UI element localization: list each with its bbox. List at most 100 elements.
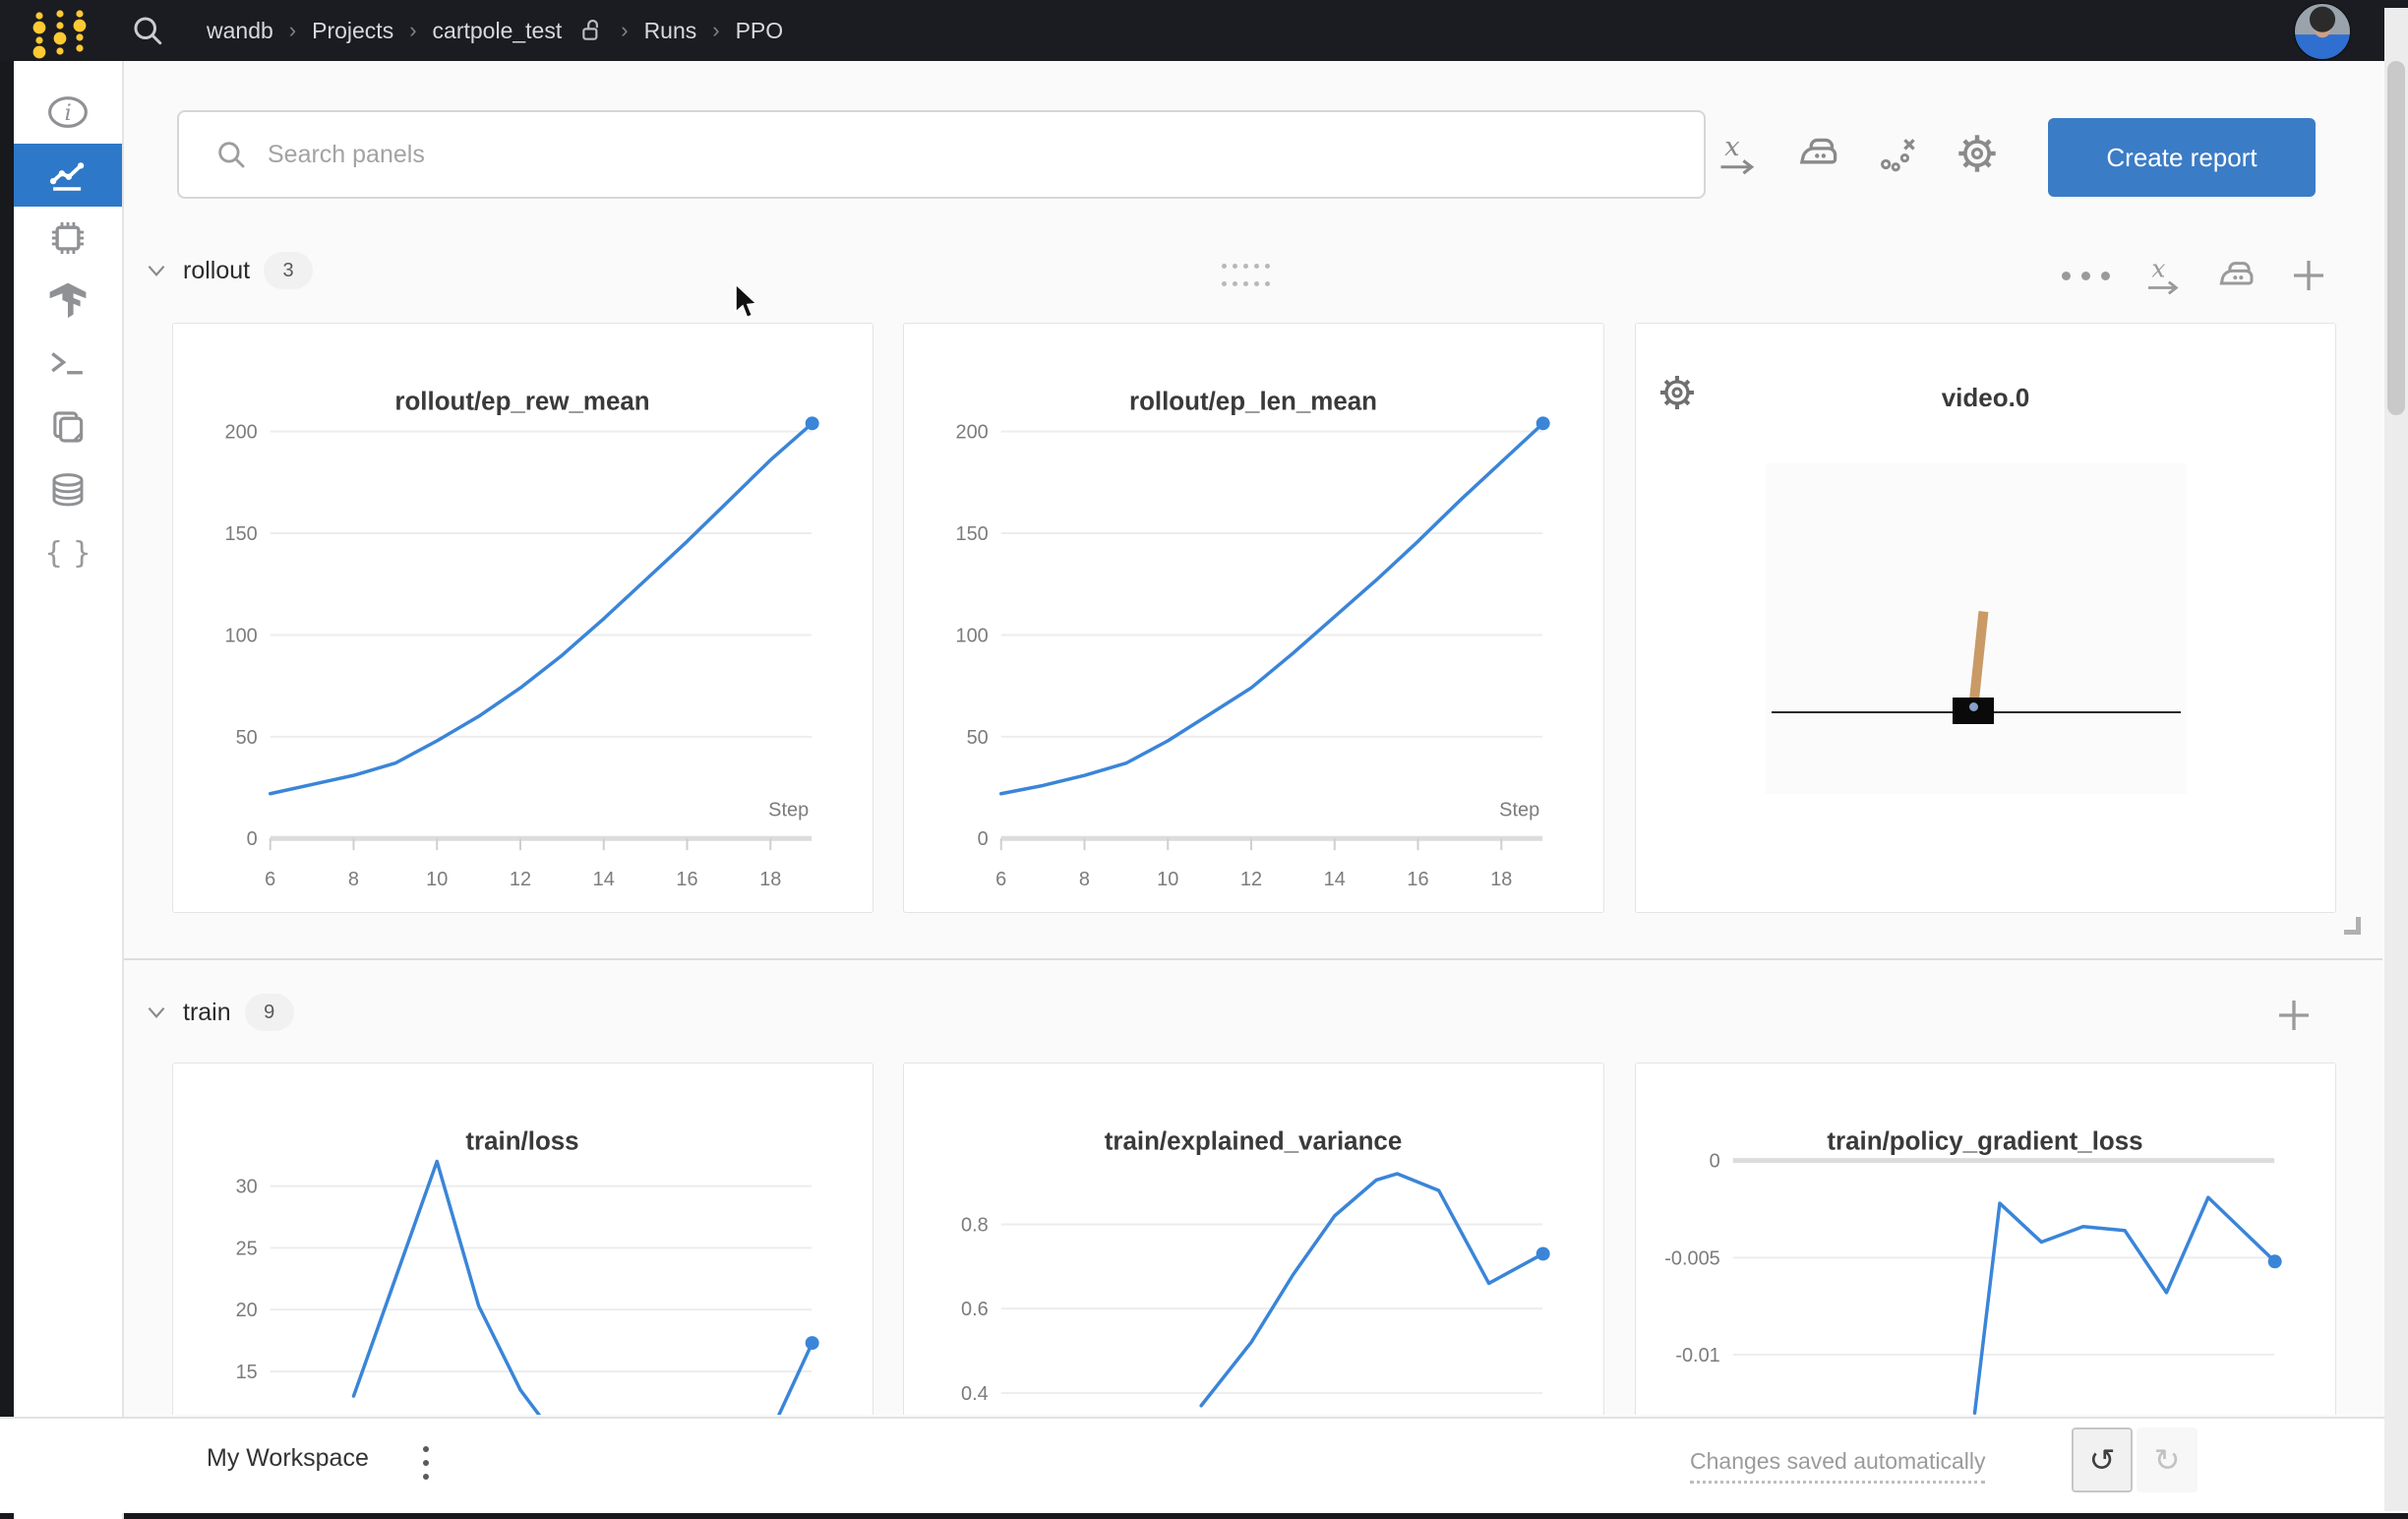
breadcrumb-projects[interactable]: Projects — [312, 17, 394, 43]
train-loss-chart[interactable]: 15 20 25 30 train/loss — [173, 1063, 873, 1415]
window-edge — [0, 61, 14, 1519]
svg-text:0: 0 — [247, 828, 258, 850]
undo-icon: ↺ — [2088, 1441, 2116, 1479]
search-icon — [214, 138, 248, 171]
page-scrollbar[interactable] — [2384, 8, 2408, 1511]
panel-train-loss[interactable]: 15 20 25 30 train/loss — [172, 1063, 873, 1415]
svg-text:20: 20 — [236, 1300, 258, 1321]
breadcrumb-run-name[interactable]: PPO — [735, 17, 784, 43]
breadcrumb-runs[interactable]: Runs — [643, 17, 697, 43]
train-panels-row: 15 20 25 30 train/loss 0.4 0.6 0.8 train/explai… — [0, 1063, 2384, 1415]
x-axis-settings-icon[interactable] — [2143, 256, 2183, 295]
chevron-down-icon[interactable] — [144, 1000, 169, 1025]
sidebar-item-artifacts[interactable] — [14, 458, 122, 521]
braces-icon: { } — [44, 535, 91, 571]
section-divider — [122, 958, 2382, 960]
svg-text:50: 50 — [236, 727, 258, 749]
svg-text:0: 0 — [978, 828, 989, 850]
rollout-panel-count-badge: 3 — [264, 252, 314, 289]
workspace-title: My Workspace — [207, 1444, 369, 1472]
svg-text:0.8: 0.8 — [961, 1214, 989, 1236]
train-section-header: train 9 — [144, 994, 294, 1031]
svg-text:rollout/ep_len_mean: rollout/ep_len_mean — [1129, 389, 1377, 416]
top-navigation-bar: wandb › Projects › cartpole_test › Runs … — [0, 0, 2408, 61]
svg-text:8: 8 — [1079, 869, 1090, 890]
svg-text:Step: Step — [768, 799, 809, 820]
panel-policy-gradient-loss[interactable]: 0 -0.005 -0.01 train/policy_gradient_loss — [1635, 1063, 2336, 1415]
add-panel-icon[interactable] — [2274, 996, 2314, 1035]
panel-video[interactable]: video.0 — [1635, 323, 2336, 913]
breadcrumb-project-name[interactable]: cartpole_test — [432, 17, 563, 43]
sidebar-item-charts[interactable] — [14, 144, 122, 207]
autosave-status[interactable]: Changes saved automatically — [1690, 1448, 1986, 1484]
svg-text:15: 15 — [236, 1362, 258, 1383]
svg-text:10: 10 — [426, 869, 448, 890]
smoothing-iron-icon[interactable] — [1796, 132, 1839, 175]
svg-text:train/loss: train/loss — [465, 1128, 578, 1156]
sidebar-item-model[interactable] — [14, 270, 122, 333]
section-resize-handle[interactable] — [2344, 917, 2361, 935]
sidebar-item-logs[interactable] — [14, 333, 122, 395]
svg-text:50: 50 — [967, 727, 989, 749]
line-chart-icon — [47, 154, 89, 196]
section-title-train[interactable]: train — [183, 998, 231, 1026]
scrollbar-thumb[interactable] — [2387, 61, 2405, 415]
ep-rew-mean-chart[interactable]: 0 50 100 150 200 6 8 10 12 14 16 18 Step rollout/ep_r… — [173, 324, 873, 912]
svg-text:train/policy_gradient_loss: train/policy_gradient_loss — [1827, 1128, 2142, 1156]
svg-text:8: 8 — [348, 869, 359, 890]
svg-text:train/explained_variance: train/explained_variance — [1105, 1128, 1402, 1156]
explained-variance-chart[interactable]: 0.4 0.6 0.8 train/explained_variance — [904, 1063, 1603, 1415]
sidebar-item-files[interactable] — [14, 395, 122, 458]
svg-text:12: 12 — [1240, 869, 1262, 890]
database-icon — [47, 469, 89, 511]
window-bottom-edge — [0, 1511, 2408, 1519]
svg-text:rollout/ep_rew_mean: rollout/ep_rew_mean — [394, 389, 649, 416]
add-panel-icon[interactable] — [2289, 256, 2328, 295]
section-title-rollout[interactable]: rollout — [183, 256, 251, 284]
x-axis-settings-icon[interactable] — [1716, 132, 1759, 175]
panel-search — [177, 110, 1706, 199]
create-report-button[interactable]: Create report — [2048, 118, 2316, 197]
chip-icon — [47, 217, 89, 259]
svg-text:-0.01: -0.01 — [1675, 1345, 1719, 1367]
wandb-logo[interactable] — [28, 4, 96, 59]
panel-ep-len-mean[interactable]: 0 50 100 150 200 6 8 10 12 14 16 18 Step rollout/ep_l… — [903, 323, 1604, 913]
outliers-icon[interactable] — [1877, 132, 1920, 175]
more-options-icon[interactable] — [2062, 271, 2110, 280]
section-drag-handle[interactable] — [1222, 264, 1276, 299]
svg-text:16: 16 — [1407, 869, 1428, 890]
smoothing-iron-icon[interactable] — [2216, 256, 2256, 295]
chevron-down-icon[interactable] — [144, 258, 169, 283]
panel-ep-rew-mean[interactable]: 0 50 100 150 200 6 8 10 12 14 16 18 Step rollout/ep_r… — [172, 323, 873, 913]
svg-text:12: 12 — [510, 869, 531, 890]
svg-text:Step: Step — [1499, 799, 1539, 820]
cartpole-video-frame[interactable] — [1766, 463, 2187, 794]
sidebar-item-config[interactable]: { } — [14, 521, 122, 584]
train-panel-count-badge: 9 — [244, 994, 294, 1031]
sidebar-item-overview[interactable] — [14, 81, 122, 144]
breadcrumb: wandb › Projects › cartpole_test › Runs … — [207, 0, 783, 61]
breadcrumb-entity[interactable]: wandb — [207, 17, 273, 43]
ep-len-mean-chart[interactable]: 0 50 100 150 200 6 8 10 12 14 16 18 Step rollout/ep_l… — [904, 324, 1603, 912]
svg-text:14: 14 — [1324, 869, 1346, 890]
redo-button[interactable]: ↻ — [2137, 1428, 2197, 1492]
breadcrumb-separator: › — [712, 18, 720, 42]
workspace-settings-gear-icon[interactable] — [1956, 132, 1999, 175]
search-panels-input[interactable] — [266, 139, 1704, 170]
unlocked-icon — [579, 18, 605, 43]
global-search-icon[interactable] — [130, 13, 165, 48]
panel-explained-variance[interactable]: 0.4 0.6 0.8 train/explained_variance — [903, 1063, 1604, 1415]
undo-button[interactable]: ↺ — [2072, 1428, 2133, 1492]
svg-text:150: 150 — [955, 523, 988, 545]
svg-text:6: 6 — [995, 869, 1006, 890]
user-avatar[interactable] — [2294, 3, 2351, 60]
svg-text:150: 150 — [224, 523, 257, 545]
svg-text:18: 18 — [1490, 869, 1512, 890]
sidebar-item-system[interactable] — [14, 207, 122, 270]
svg-text:6: 6 — [265, 869, 275, 890]
workspace-menu-kebab-icon[interactable] — [417, 1440, 435, 1486]
svg-text:100: 100 — [224, 625, 257, 646]
policy-gradient-loss-chart[interactable]: 0 -0.005 -0.01 train/policy_gradient_loss — [1636, 1063, 2335, 1415]
rollout-section-actions — [2062, 256, 2328, 295]
